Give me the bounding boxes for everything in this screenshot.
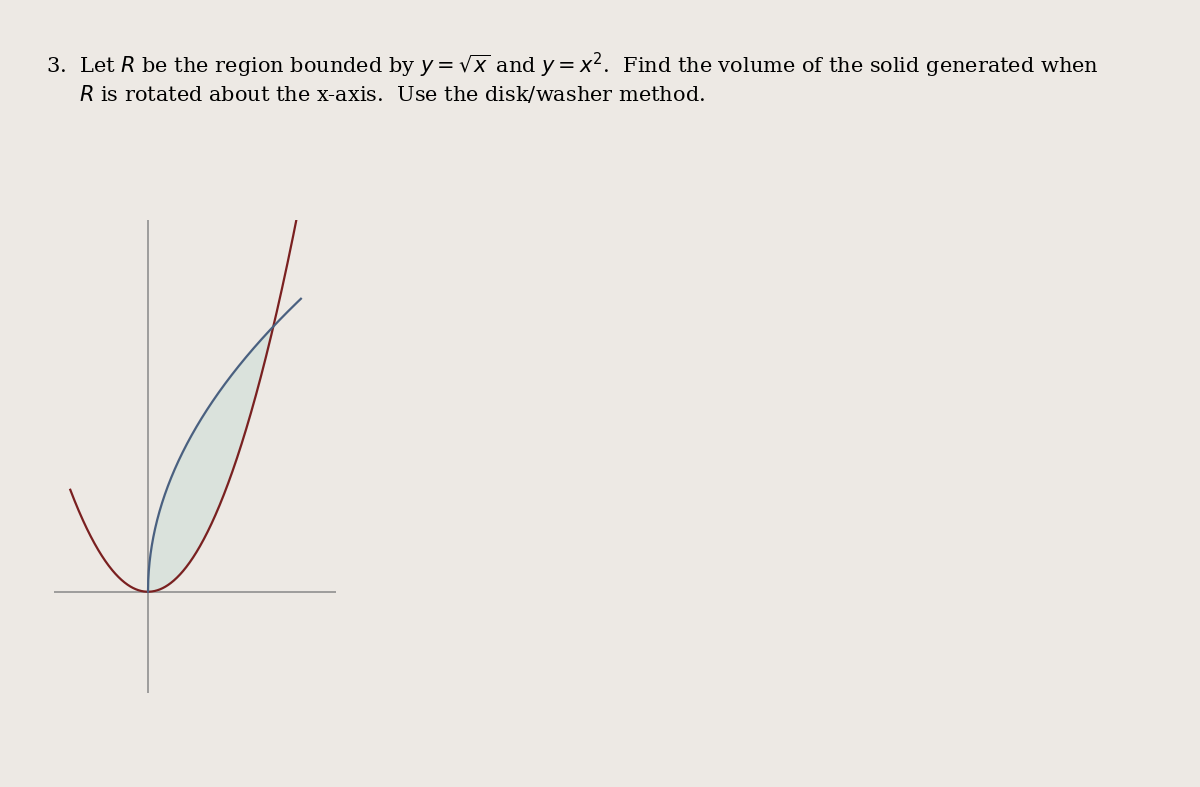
Text: $R$ is rotated about the x-axis.  Use the disk/washer method.: $R$ is rotated about the x-axis. Use the…: [46, 83, 704, 105]
Text: 3.  Let $R$ be the region bounded by $y = \sqrt{x}$ and $y = x^2$.  Find the vol: 3. Let $R$ be the region bounded by $y =…: [46, 51, 1098, 80]
